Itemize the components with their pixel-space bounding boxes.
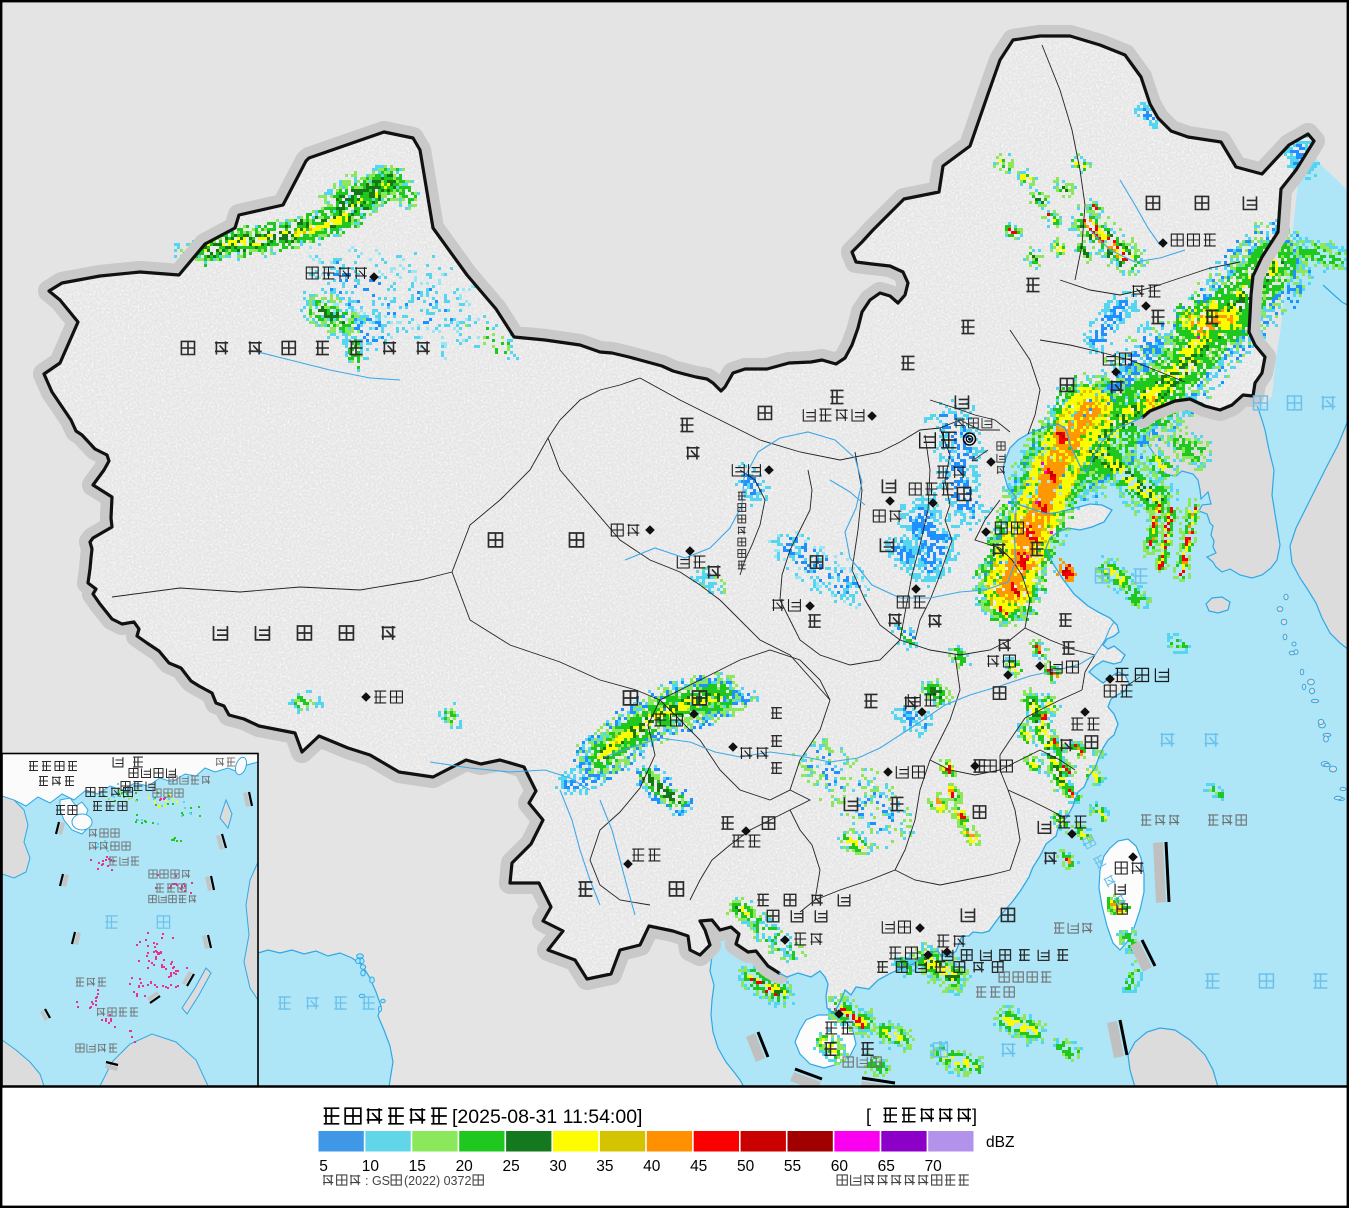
svg-text:[2025-08-31 11:54:00]: [2025-08-31 11:54:00] (452, 1106, 642, 1128)
svg-text:15: 15 (409, 1158, 426, 1175)
svg-text:40: 40 (643, 1158, 661, 1175)
svg-text:25: 25 (502, 1158, 519, 1175)
svg-text:[: [ (866, 1106, 871, 1126)
svg-text:30: 30 (549, 1158, 567, 1175)
svg-text:35: 35 (596, 1158, 613, 1175)
svg-text:10: 10 (362, 1158, 380, 1175)
svg-text:55: 55 (784, 1158, 801, 1175)
svg-text:50: 50 (737, 1158, 755, 1175)
svg-text:(2022) 0372: (2022) 0372 (404, 1174, 471, 1188)
svg-text:20: 20 (456, 1158, 474, 1175)
svg-text:65: 65 (878, 1158, 895, 1175)
svg-text:70: 70 (925, 1158, 943, 1175)
svg-text:]: ] (972, 1106, 977, 1126)
svg-text:45: 45 (690, 1158, 707, 1175)
svg-text:60: 60 (831, 1158, 849, 1175)
svg-text:: GS: : GS (365, 1174, 390, 1188)
svg-text:dBZ: dBZ (986, 1134, 1014, 1151)
svg-text:5: 5 (319, 1158, 328, 1175)
